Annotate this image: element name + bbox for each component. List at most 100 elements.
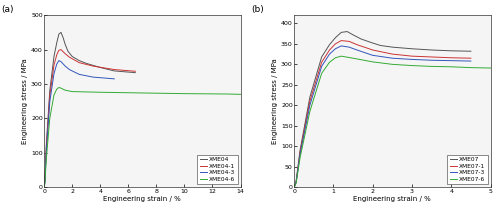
Line: XME04-3: XME04-3 bbox=[44, 61, 114, 187]
XME07 bbox=[370, 42, 375, 44]
Text: (b): (b) bbox=[251, 5, 264, 14]
XME04-1 bbox=[58, 48, 64, 51]
XME07-3 bbox=[307, 104, 313, 106]
XME07-6 bbox=[293, 182, 299, 184]
XME07-3 bbox=[346, 46, 352, 48]
XME07-3 bbox=[291, 186, 297, 188]
XME07-3 bbox=[468, 60, 474, 62]
XME04-6 bbox=[41, 186, 47, 188]
XME07-1 bbox=[293, 181, 299, 183]
XME07 bbox=[409, 47, 415, 50]
XME04 bbox=[54, 41, 60, 44]
XME07-1 bbox=[332, 43, 338, 45]
XME04-1 bbox=[51, 64, 57, 66]
XME07 bbox=[338, 31, 344, 34]
XME04 bbox=[42, 179, 48, 182]
Line: XME04-1: XME04-1 bbox=[44, 50, 135, 187]
XME07 bbox=[293, 180, 299, 182]
XME07-6 bbox=[350, 57, 356, 59]
XME07-1 bbox=[346, 40, 352, 43]
XME07-1 bbox=[370, 49, 375, 51]
XME04-1 bbox=[54, 53, 60, 56]
XME07-1 bbox=[409, 55, 415, 57]
XME04-6 bbox=[43, 158, 49, 161]
XME07 bbox=[297, 149, 303, 152]
XME04-1 bbox=[43, 148, 49, 151]
XME07 bbox=[389, 46, 395, 48]
XME07-3 bbox=[319, 65, 325, 68]
XME04-1 bbox=[66, 56, 72, 58]
XME04-6 bbox=[69, 90, 75, 93]
X-axis label: Engineering strain / %: Engineering strain / % bbox=[104, 196, 181, 202]
XME07 bbox=[307, 96, 313, 98]
XME07 bbox=[377, 44, 383, 47]
XME04 bbox=[47, 90, 53, 92]
XME07-6 bbox=[297, 157, 303, 159]
XME04-3 bbox=[111, 78, 117, 80]
XME04-3 bbox=[66, 68, 72, 71]
XME07 bbox=[327, 43, 333, 46]
XME07 bbox=[332, 36, 338, 39]
XME04-3 bbox=[51, 72, 57, 75]
XME07-3 bbox=[327, 53, 333, 55]
XME07-6 bbox=[448, 66, 454, 68]
XME07-1 bbox=[297, 151, 303, 154]
XME04-1 bbox=[62, 52, 68, 55]
Legend: XME04, XME04-1, XME04-3, XME04-6: XME04, XME04-1, XME04-3, XME04-6 bbox=[197, 155, 238, 184]
XME07-1 bbox=[319, 61, 325, 63]
XME04-3 bbox=[54, 63, 60, 65]
XME07-1 bbox=[389, 53, 395, 55]
XME04-6 bbox=[238, 93, 244, 96]
XME04-3 bbox=[47, 101, 53, 103]
XME07-1 bbox=[448, 57, 454, 59]
XME04-3 bbox=[90, 76, 96, 78]
Line: XME04: XME04 bbox=[44, 32, 135, 187]
XME04 bbox=[41, 186, 47, 188]
XME04-1 bbox=[42, 180, 48, 182]
XME04 bbox=[56, 33, 62, 35]
XME04-1 bbox=[47, 95, 53, 97]
Line: XME07-6: XME07-6 bbox=[294, 56, 491, 187]
XME04 bbox=[62, 43, 68, 46]
XME07 bbox=[319, 56, 325, 58]
XME07-6 bbox=[389, 63, 395, 66]
XME04-6 bbox=[181, 92, 187, 95]
XME04-1 bbox=[90, 65, 96, 67]
XME04-1 bbox=[56, 49, 62, 52]
XME07 bbox=[350, 33, 356, 36]
XME04 bbox=[69, 55, 75, 58]
XME04 bbox=[76, 59, 82, 62]
XME07-3 bbox=[370, 54, 375, 57]
XME07 bbox=[291, 186, 297, 188]
XME07-1 bbox=[327, 49, 333, 51]
XME07-1 bbox=[291, 186, 297, 188]
XME04-1 bbox=[132, 70, 138, 73]
XME07-6 bbox=[429, 65, 435, 68]
XME07 bbox=[344, 30, 350, 33]
XME07-3 bbox=[293, 181, 299, 184]
XME07-6 bbox=[332, 57, 338, 59]
Line: XME07-3: XME07-3 bbox=[294, 46, 471, 187]
XME04 bbox=[132, 71, 138, 74]
XME04-1 bbox=[41, 186, 47, 188]
XME07-6 bbox=[307, 110, 313, 113]
XME07-3 bbox=[448, 59, 454, 62]
XME04-6 bbox=[47, 117, 53, 120]
XME07 bbox=[429, 49, 435, 51]
XME04-6 bbox=[139, 92, 145, 94]
Y-axis label: Engineering stress / MPa: Engineering stress / MPa bbox=[22, 58, 28, 144]
XME04-3 bbox=[56, 59, 62, 62]
XME04-6 bbox=[51, 94, 57, 96]
XME07 bbox=[468, 50, 474, 52]
XME04-1 bbox=[111, 68, 117, 71]
XME04 bbox=[58, 31, 64, 34]
XME07-1 bbox=[429, 56, 435, 58]
XME07-6 bbox=[338, 55, 344, 57]
XME04 bbox=[83, 62, 89, 65]
XME04-6 bbox=[58, 87, 64, 89]
Text: (a): (a) bbox=[1, 5, 13, 14]
XME04-6 bbox=[224, 93, 230, 95]
XME04-3 bbox=[42, 181, 48, 183]
XME04-1 bbox=[76, 61, 82, 64]
XME07-3 bbox=[297, 153, 303, 156]
